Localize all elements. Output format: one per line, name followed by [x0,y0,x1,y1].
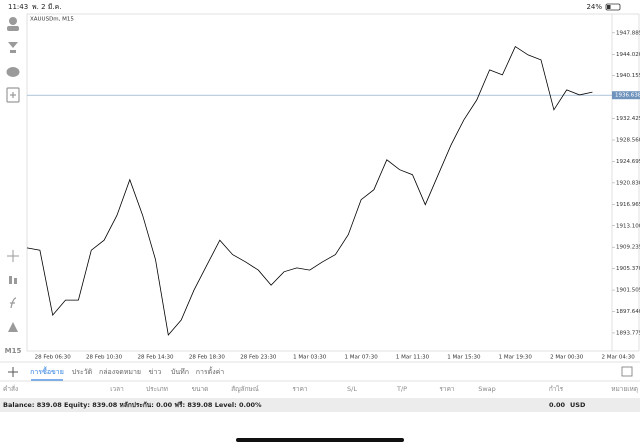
tab[interactable]: การตั้งค่า [196,365,225,376]
column-header: คำสั่ง [3,384,18,393]
table-header: คำสั่ง เวลา ประเภท ขนาด สัญลักษณ์ ราคา S/L T/P ร… [3,384,638,393]
add-tab-icon[interactable] [8,367,18,377]
sidebar-icons [6,17,20,332]
column-header: ขนาด [192,385,209,393]
x-tick-label: 28 Feb 10:30 [86,355,123,361]
balance-summary: Balance: 839.08 Equity: 839.08 หลักประกั… [3,401,262,409]
y-tick-label: 1920.830 [616,180,640,186]
x-tick-label: 28 Feb 18:30 [189,355,226,361]
chart-symbol: XAUUSDm, M15 [30,17,74,23]
chart-frame [26,13,640,352]
column-header: T/P [396,385,407,393]
objects-icon[interactable] [8,322,18,332]
column-header: หมายเหตุ [611,385,638,393]
column-header: ราคา [439,385,454,393]
column-header: เวลา [110,385,124,393]
y-tick-label: 1897.640 [616,309,640,315]
indicator-icon[interactable] [10,297,17,309]
profit-total: 0.00 [549,401,566,409]
balance-bar [0,398,640,412]
currency: USD [570,401,586,409]
x-tick-label: 2 Mar 04:30 [601,355,635,361]
column-header: S/L [347,385,357,393]
quotes-icon[interactable] [8,42,18,53]
y-tick-label: 1909.235 [616,245,640,251]
column-header: ประเภท [146,385,168,393]
crosshair-icon[interactable] [7,250,19,262]
column-header: Swap [478,385,496,393]
status-battery: 24% [586,3,602,11]
x-tick-label: 1 Mar 03:30 [293,355,327,361]
x-tick-label: 28 Feb 23:30 [240,355,277,361]
tab[interactable]: ประวัติ [72,368,93,376]
timeframe-button[interactable]: M15 [5,347,22,355]
candles-icon-2 [14,278,17,284]
home-indicator [236,438,404,442]
y-tick-label: 1893.775 [616,330,640,336]
y-tick-label: 1940.155 [616,73,640,79]
y-tick-label: 1924.695 [616,159,640,165]
y-tick-label: 1901.505 [616,288,640,294]
column-header: กำไร [549,385,564,393]
x-tick-label: 28 Feb 14:30 [137,355,174,361]
y-tick-label: 1947.885 [616,30,640,36]
layout-icon[interactable] [621,366,633,377]
column-header: ราคา [292,385,307,393]
battery-icon [605,3,621,11]
account-icon-body [7,26,19,31]
y-tick-label: 1944.020 [616,52,640,58]
price-label-box [612,91,640,100]
x-tick-label: 1 Mar 19:30 [499,355,533,361]
y-tick-label: 1905.370 [616,266,640,272]
candles-icon[interactable] [9,276,12,284]
tabs: การซื้อขาย ประวัติ กล่องจดหมาย ข่าว บันทึก กา… [30,365,225,381]
tab[interactable]: การซื้อขาย [30,365,64,376]
y-tick-label: 1932.425 [616,116,640,122]
tab[interactable]: กล่องจดหมาย [99,368,141,376]
status-date: พ. 2 มี.ค. [32,3,62,11]
x-tick-label: 1 Mar 07:30 [344,355,378,361]
tab[interactable]: ข่าว [149,368,162,376]
price-line-series [26,46,593,336]
y-tick-label: 1916.965 [616,202,640,208]
battery-level [607,5,611,9]
x-tick-label: 1 Mar 15:30 [447,355,481,361]
account-icon[interactable] [9,17,17,25]
new-order-icon[interactable] [6,87,20,103]
x-tick-label: 1 Mar 11:30 [396,355,430,361]
column-header: สัญลักษณ์ [231,385,259,393]
y-tick-label: 1913.100 [616,223,640,229]
status-time: 11:43 [8,3,28,11]
new-order-plus [10,92,16,98]
tab[interactable]: บันทึก [171,367,189,376]
y-tick-label: 1928.560 [616,138,640,144]
price-label: 1936.638 [615,93,640,99]
chat-icon[interactable] [6,67,20,77]
x-tick-label: 28 Feb 06:30 [35,355,72,361]
x-tick-label: 2 Mar 00:30 [550,355,584,361]
